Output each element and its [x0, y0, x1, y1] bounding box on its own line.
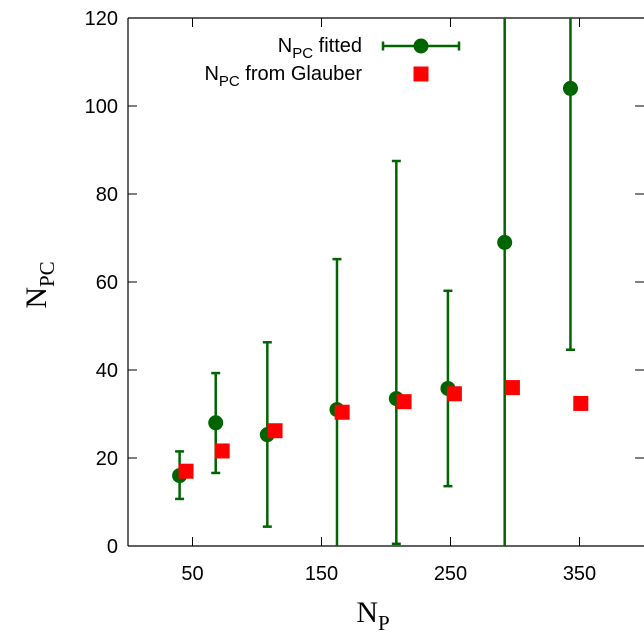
error-bars: [175, 18, 575, 546]
y-tick-label: 80: [96, 184, 118, 206]
y-tick-label: 120: [85, 8, 118, 30]
y-tick-label: 100: [85, 96, 118, 118]
y-tick-label: 40: [96, 360, 118, 382]
axes: [127, 17, 644, 547]
y-tick-label: 20: [96, 448, 118, 470]
x-axis-title: NP: [356, 596, 389, 635]
x-tick-label: 350: [563, 563, 596, 585]
y-axis-title: NPC: [20, 261, 59, 308]
glauber-point: [214, 443, 230, 459]
glauber-point: [334, 404, 350, 420]
glauber-point: [267, 423, 283, 439]
y-tick-label: 60: [96, 272, 118, 294]
y-tick-label: 0: [107, 536, 118, 558]
fitted-point: [497, 234, 513, 250]
glauber-point: [446, 386, 462, 402]
x-tick-label: 50: [181, 563, 203, 585]
legend-square: [413, 66, 429, 82]
glauber-point: [396, 394, 412, 410]
x-tick-label: 250: [434, 563, 467, 585]
fitted-point: [562, 80, 578, 96]
glauber-point: [504, 380, 520, 396]
x-tick-label: 150: [305, 563, 338, 585]
legend-circle: [413, 38, 429, 54]
fitted-point: [208, 415, 224, 431]
axis-ticks: 0 20 40 60 80 100 120 50 150 250 350: [85, 8, 644, 585]
glauber-point: [178, 463, 194, 479]
legend-marker-fitted: [381, 38, 461, 54]
glauber-point: [573, 395, 589, 411]
data-points: [172, 80, 589, 484]
legend: NPC fitted NPC from Glauber: [204, 35, 461, 90]
legend-label-glauber: NPC from Glauber: [204, 63, 362, 90]
legend-label-fitted: NPC fitted: [278, 35, 362, 62]
legend-marker-glauber: [413, 66, 429, 82]
